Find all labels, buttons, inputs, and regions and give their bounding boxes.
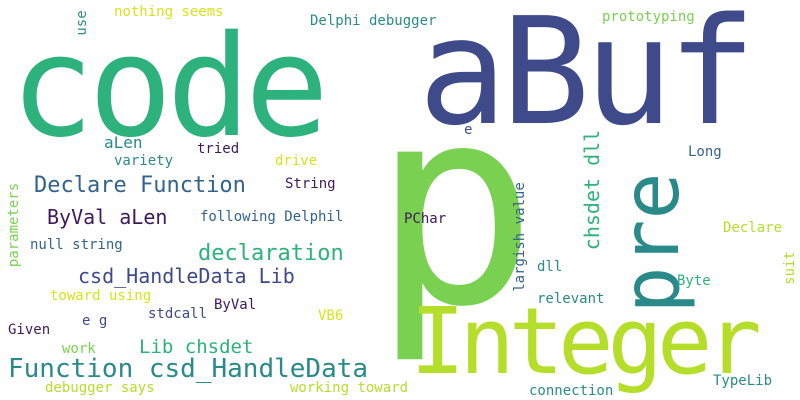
word-declare: Declare	[723, 220, 783, 236]
word-pchar: PChar	[404, 211, 447, 227]
word-null-string: null string	[30, 237, 123, 253]
word-e: e	[464, 122, 473, 138]
word-work: work	[62, 341, 96, 357]
word-long: Long	[688, 144, 722, 160]
word-alen: aLen	[104, 133, 143, 152]
word-declaration: declaration	[198, 241, 344, 266]
word-drive: drive	[275, 153, 318, 169]
word-abuf: aBuf	[418, 0, 756, 158]
word-toward-using: toward using	[50, 288, 152, 304]
word-byval: ByVal	[214, 297, 257, 313]
word-delphi-debugger: Delphi debugger	[310, 13, 437, 29]
word-p: p	[372, 47, 538, 367]
word-function-csd-handledata: Function csd_HandleData	[8, 354, 369, 384]
word-prototyping: prototyping	[602, 9, 695, 25]
word-typelib: TypeLib	[713, 373, 773, 389]
word-vb6: VB6	[318, 308, 344, 324]
word-working-toward: working toward	[290, 380, 409, 396]
word-use: use	[74, 10, 90, 36]
word-declare-function: Declare Function	[34, 173, 246, 198]
word-byte: Byte	[677, 273, 711, 289]
word-parameters: parameters	[6, 182, 22, 268]
word-pre: pre	[607, 172, 697, 314]
word-given: Given	[8, 322, 51, 338]
word-csd-handledata-lib: csd_HandleData Lib	[78, 264, 295, 288]
word-chsdet-dll: chsdet dll	[580, 129, 604, 251]
word-suit: suit	[782, 251, 798, 285]
word-dll: dll	[537, 259, 563, 275]
word-string: String	[285, 176, 336, 192]
word-following-delphil: following Delphil	[200, 209, 344, 225]
word-e-g: e g	[82, 313, 108, 329]
word-stdcall: stdcall	[148, 306, 208, 322]
word-connection: connection	[529, 383, 614, 399]
word-code: code	[10, 6, 329, 169]
word-nothing-seems: nothing seems	[114, 4, 224, 20]
word-lib-chsdet: Lib chsdet	[139, 336, 254, 358]
word-integer: Integer	[410, 288, 762, 395]
word-byval-alen: ByVal aLen	[47, 205, 168, 229]
word-debugger-says: debugger says	[45, 380, 155, 396]
word-tried: tried	[197, 141, 240, 157]
word-largish-value: largish value	[512, 182, 528, 292]
word-relevant: relevant	[537, 291, 605, 307]
word-variety: variety	[114, 153, 174, 169]
